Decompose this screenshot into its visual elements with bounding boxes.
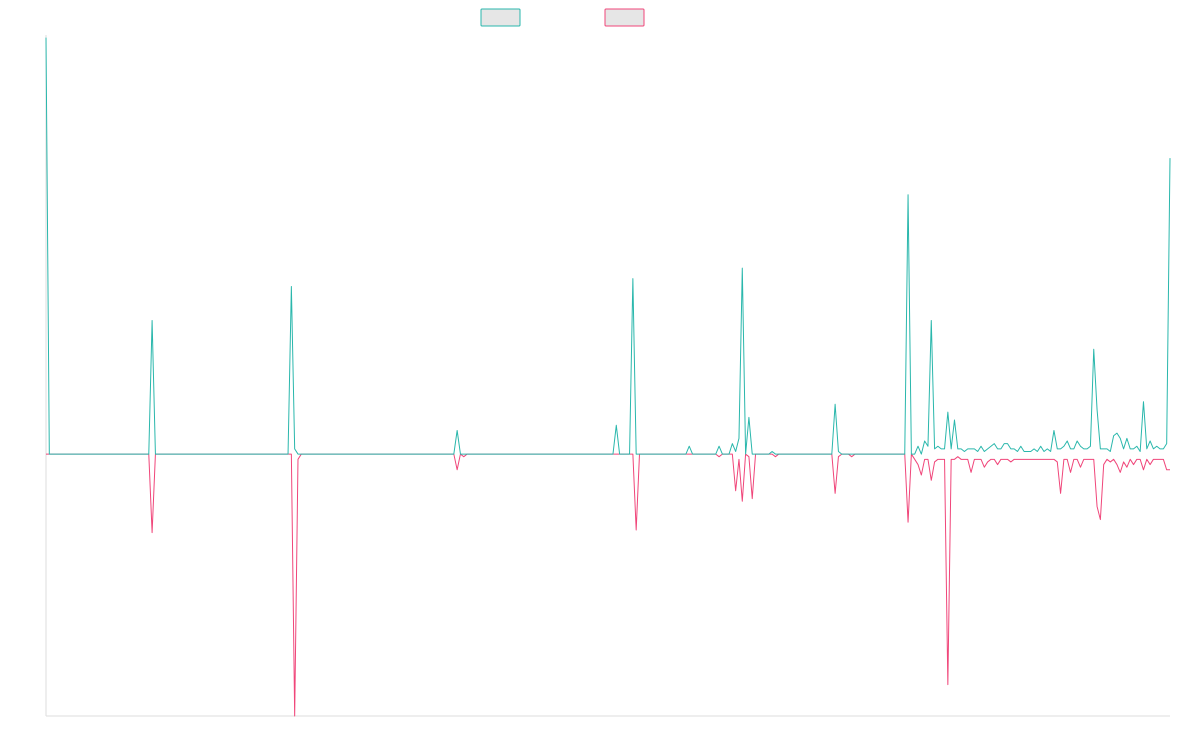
series-line-2 [46, 453, 1170, 717]
legend-swatch-series-1[interactable] [480, 8, 521, 27]
axes [45, 35, 1170, 717]
legend [480, 8, 645, 27]
legend-swatch-series-2[interactable] [604, 8, 645, 27]
series-line-1 [45, 37, 1171, 455]
series-layer [45, 37, 1171, 717]
